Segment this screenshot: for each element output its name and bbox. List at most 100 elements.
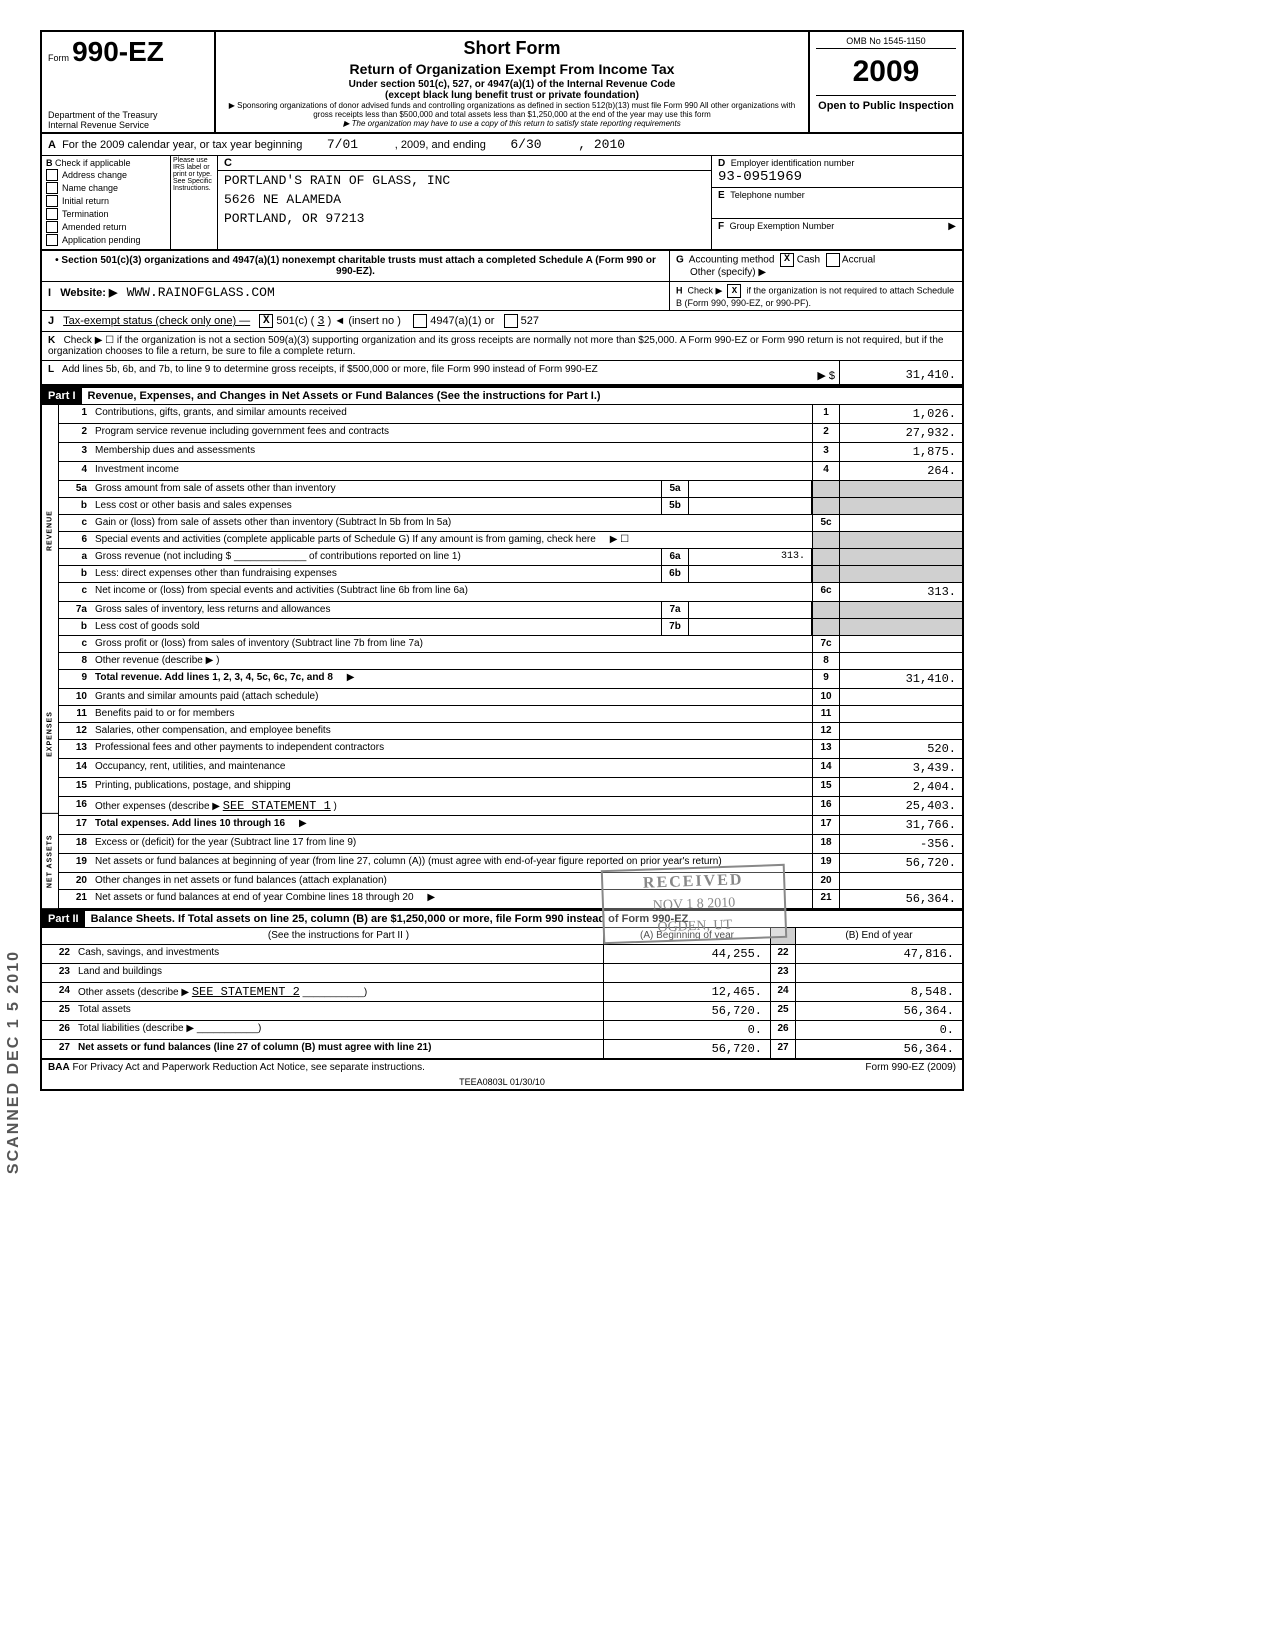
right-num: 21 [812, 890, 840, 908]
line-desc: Benefits paid to or for members [91, 706, 812, 722]
line-4: 4Investment income4264. [59, 462, 962, 481]
line-num: 13 [59, 740, 91, 758]
line-num: 10 [59, 689, 91, 705]
f-arrow: ▶ [948, 221, 956, 232]
chk-initial-return[interactable]: Initial return [46, 195, 166, 207]
bal-line-desc: Other assets (describe ▶ SEE STATEMENT 2… [74, 983, 603, 1001]
mid-num: 6b [661, 566, 689, 582]
l-arrow: ▶ $ [801, 361, 839, 384]
col-b: B Check if applicable Address change Nam… [42, 156, 171, 249]
right-val: 1,875. [840, 443, 962, 461]
line-num: c [59, 636, 91, 652]
right-num: 5c [812, 515, 840, 531]
right-val [840, 689, 962, 705]
line-num: 21 [59, 890, 91, 908]
bal-col-a-val: 56,720. [603, 1040, 771, 1058]
balance-header: (See the instructions for Part II ) (A) … [42, 928, 962, 945]
chk-address-change[interactable]: Address change [46, 169, 166, 181]
org-addr2: PORTLAND, OR 97213 [218, 209, 711, 228]
right-val: 27,932. [840, 424, 962, 442]
g-accounting: G Accounting method X Cash Accrual Other… [670, 251, 962, 281]
line-7a: 7aGross sales of inventory, less returns… [59, 602, 962, 619]
line-5b: bLess cost or other basis and sales expe… [59, 498, 962, 515]
label-c: C [224, 157, 232, 169]
chk-4947[interactable] [413, 314, 427, 328]
line-desc: Professional fees and other payments to … [91, 740, 812, 758]
line-desc: Gross sales of inventory, less returns a… [91, 602, 661, 618]
right-num-shade [812, 549, 840, 565]
form-number-box: Form 990-EZ Department of the Treasury I… [42, 32, 216, 132]
label-f: F [718, 221, 724, 232]
section-ih: I Website: ▶ WWW.RAINOFGLASS.COM H Check… [42, 282, 962, 311]
right-num-shade [812, 566, 840, 582]
line-19: 19Net assets or fund balances at beginni… [59, 854, 962, 873]
line-desc: Total revenue. Add lines 1, 2, 3, 4, 5c,… [91, 670, 812, 688]
title-return: Return of Organization Exempt From Incom… [222, 61, 802, 77]
chk-amended[interactable]: Amended return [46, 221, 166, 233]
note1: ▶ Sponsoring organizations of donor advi… [222, 101, 802, 119]
line-6b: bLess: direct expenses other than fundra… [59, 566, 962, 583]
chk-name-change[interactable]: Name change [46, 182, 166, 194]
right-val: 1,026. [840, 405, 962, 423]
line-desc: Other revenue (describe ▶ ) [91, 653, 812, 669]
line-3: 3Membership dues and assessments31,875. [59, 443, 962, 462]
line-1: 1Contributions, gifts, grants, and simil… [59, 405, 962, 424]
chk-527[interactable] [504, 314, 518, 328]
line-num: 2 [59, 424, 91, 442]
subtitle2: (except black lung benefit trust or priv… [222, 90, 802, 101]
line-num: 16 [59, 797, 91, 815]
line-11: 11Benefits paid to or for members11 [59, 706, 962, 723]
col-c: Please use IRS label or print or type. S… [171, 156, 711, 249]
chk-501c[interactable]: X [259, 314, 273, 328]
omb-number: OMB No 1545-1150 [816, 36, 956, 49]
right-val: 264. [840, 462, 962, 480]
line-num: 8 [59, 653, 91, 669]
bal-col-b-val: 0. [796, 1021, 962, 1039]
line-desc: Less cost or other basis and sales expen… [91, 498, 661, 514]
right-val: 520. [840, 740, 962, 758]
right-val [840, 873, 962, 889]
balance-line-27: 27Net assets or fund balances (line 27 o… [42, 1040, 962, 1059]
right-val-shade [840, 532, 962, 548]
bal-line-desc: Total liabilities (describe ▶ __________… [74, 1021, 603, 1039]
l-value: 31,410. [839, 361, 962, 384]
bal-line-num: 26 [42, 1021, 74, 1039]
line-15: 15Printing, publications, postage, and s… [59, 778, 962, 797]
line-18: 18Excess or (deficit) for the year (Subt… [59, 835, 962, 854]
line-7c: cGross profit or (loss) from sales of in… [59, 636, 962, 653]
right-num: 7c [812, 636, 840, 652]
line-desc: Total expenses. Add lines 10 through 16 … [91, 816, 812, 834]
bal-line-num: 27 [42, 1040, 74, 1058]
v-netassets: NET ASSETS [42, 814, 58, 909]
line-desc: Program service revenue including govern… [91, 424, 812, 442]
right-num-shade [812, 498, 840, 514]
chk-pending[interactable]: Application pending [46, 234, 166, 246]
bal-col-a-val [603, 964, 771, 982]
chk-cash[interactable]: X [780, 253, 794, 267]
chk-accrual[interactable] [826, 253, 840, 267]
chk-h[interactable]: X [727, 284, 741, 298]
e-heading: Telephone number [730, 190, 805, 200]
balance-line-22: 22Cash, savings, and investments44,255.2… [42, 945, 962, 964]
bal-line-desc: Net assets or fund balances (line 27 of … [74, 1040, 603, 1058]
chk-termination[interactable]: Termination [46, 208, 166, 220]
line-13: 13Professional fees and other payments t… [59, 740, 962, 759]
line-desc: Excess or (deficit) for the year (Subtra… [91, 835, 812, 853]
line-21: 21Net assets or fund balances at end of … [59, 890, 962, 909]
mid-num: 6a [661, 549, 689, 565]
line-desc: Less: direct expenses other than fundrai… [91, 566, 661, 582]
right-num: 2 [812, 424, 840, 442]
line-num: 15 [59, 778, 91, 796]
a-mid: , 2009, and ending [395, 139, 486, 151]
right-num-shade [812, 481, 840, 497]
bal-col-b-val: 56,364. [796, 1040, 962, 1058]
right-val: 56,720. [840, 854, 962, 872]
bal-col-b-val [796, 964, 962, 982]
right-num-shade [812, 619, 840, 635]
line-6c: cNet income or (loss) from special event… [59, 583, 962, 602]
right-val-shade [840, 602, 962, 618]
right-val [840, 515, 962, 531]
a-end: 6/30 [510, 137, 541, 152]
line-desc: Membership dues and assessments [91, 443, 812, 461]
line-17: 17Total expenses. Add lines 10 through 1… [59, 816, 962, 835]
